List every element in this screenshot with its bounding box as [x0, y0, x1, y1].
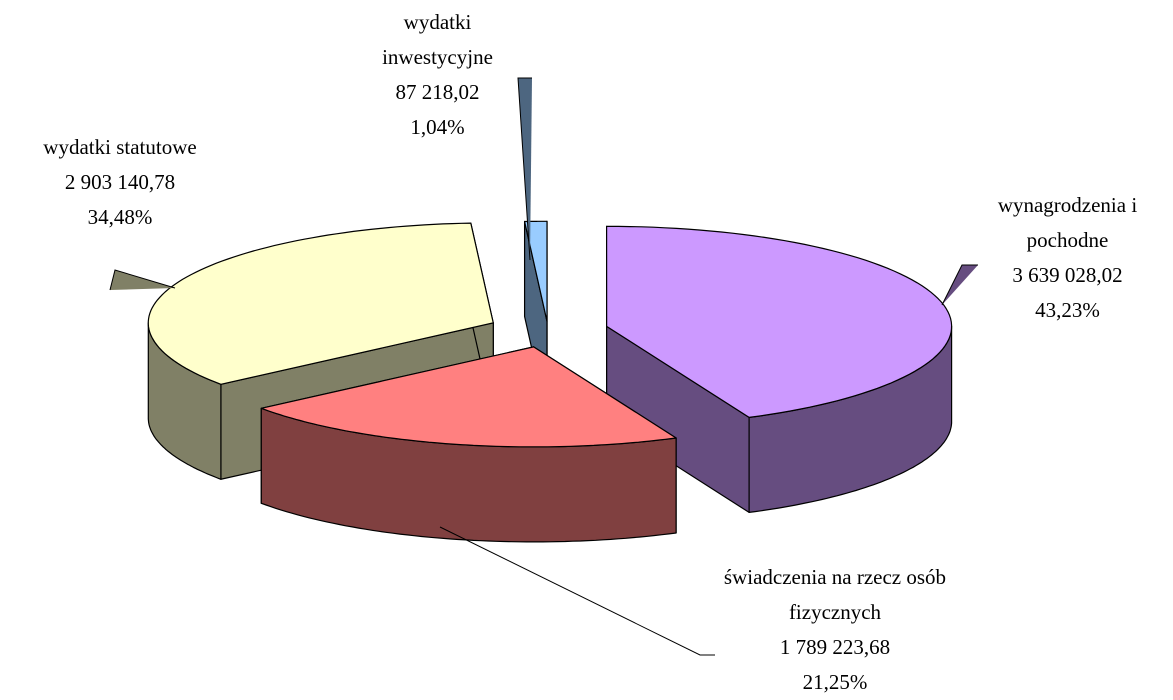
value-label: 3 639 028,02 — [1012, 263, 1123, 287]
slice-top — [260, 346, 677, 448]
slice — [260, 346, 677, 543]
data-label: świadczenia na rzecz osób fizycznych 1 78… — [700, 560, 970, 700]
data-label: wydatki inwestycyjne 87 218,02 1,04% — [355, 5, 520, 145]
leader-line — [941, 264, 978, 306]
category-label: wydatki inwestycyjne — [382, 10, 493, 69]
slice-top — [147, 222, 494, 385]
data-label: wynagrodzenia i pochodne 3 639 028,02 43,2… — [975, 188, 1160, 328]
value-label: 1 789 223,68 — [779, 635, 891, 659]
leader-line — [439, 526, 715, 656]
percent-label: 34,48% — [87, 205, 153, 229]
value-label: 87 218,02 — [395, 80, 480, 104]
category-label: wydatki statutowe — [43, 135, 197, 159]
leader-line — [517, 77, 532, 261]
leader-line — [109, 269, 176, 291]
slice-top — [606, 225, 953, 418]
category-label: wynagrodzenia i pochodne — [997, 193, 1138, 252]
value-label: 2 903 140,78 — [64, 170, 176, 194]
percent-label: 21,25% — [802, 670, 868, 694]
slice — [606, 225, 953, 514]
percent-label: 1,04% — [410, 115, 465, 139]
percent-label: 43,23% — [1035, 298, 1100, 322]
category-label: świadczenia na rzecz osób fizycznych — [723, 565, 947, 624]
data-label: wydatki statutowe 2 903 140,78 34,48% — [5, 130, 235, 235]
